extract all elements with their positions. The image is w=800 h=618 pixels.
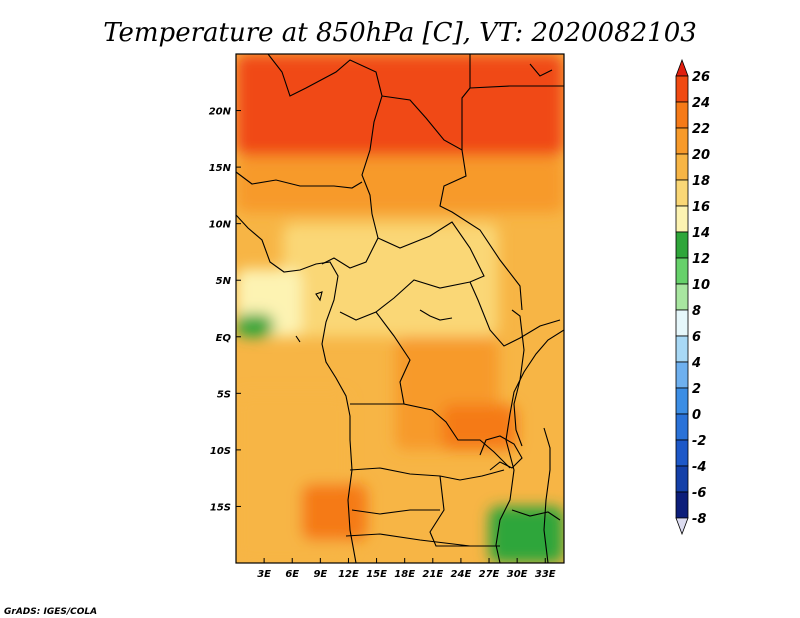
x-axis: 3E 6E 9E 12E 15E 18E 21E 24E 27E 30E 33E [257, 558, 556, 580]
chart-title: Temperature at 850hPa [C], VT: 202008210… [103, 18, 697, 48]
x-tick-label: 3E [257, 569, 271, 580]
colorbar-box [675, 491, 689, 519]
colorbar-label: 6 [692, 330, 701, 345]
colorbar-box [675, 283, 689, 311]
field-region-mozambique-cool [489, 506, 564, 563]
map-panel [236, 54, 564, 563]
x-tick-label: 33E [535, 569, 556, 580]
field-region-sahel [236, 155, 564, 213]
y-tick-label: 10S [210, 446, 231, 457]
colorbar-label: 8 [692, 304, 701, 319]
colorbar-box [675, 75, 689, 103]
colorbar-label: -2 [692, 434, 706, 449]
y-tick-label: 20N [209, 107, 232, 118]
y-tick-label: 15S [210, 502, 231, 513]
colorbar-label: 18 [692, 174, 710, 189]
colorbar-label: -4 [692, 460, 706, 475]
colorbar-box [675, 309, 689, 337]
x-tick-label: 27E [479, 569, 500, 580]
colorbar-bottom-arrow [675, 517, 689, 536]
colorbar-box [675, 153, 689, 181]
x-tick-label: 30E [507, 569, 528, 580]
colorbar-label: 2 [692, 382, 701, 397]
colorbar-label: 16 [692, 200, 710, 215]
colorbar-box [675, 179, 689, 207]
y-tick-label: EQ [216, 333, 232, 344]
y-tick-label: 10N [209, 220, 232, 231]
colorbar-label: 12 [692, 252, 710, 267]
colorbar-label: 0 [692, 408, 701, 423]
x-tick-label: 12E [338, 569, 359, 580]
colorbar-box [675, 127, 689, 155]
colorbar-box [675, 361, 689, 389]
x-tick-label: 6E [285, 569, 299, 580]
temperature-field [236, 54, 564, 563]
y-axis: 20N 15N 10N 5N EQ 5S 10S 15S [209, 107, 241, 513]
field-region-central-africa [282, 223, 499, 337]
colorbar-label: 4 [691, 356, 701, 371]
grads-credit: GrADS: IGES/COLA [4, 607, 97, 617]
colorbar-label: 24 [692, 96, 710, 111]
colorbar-box [675, 205, 689, 233]
field-region-sahara-north [236, 54, 564, 156]
colorbar-label: 22 [692, 122, 710, 137]
colorbar-label: -8 [692, 512, 706, 527]
coastlines [236, 54, 564, 563]
x-tick-label: 15E [366, 569, 387, 580]
colorbar-label: 26 [692, 70, 710, 85]
colorbar-label: 20 [692, 148, 710, 163]
colorbar-box [675, 101, 689, 129]
colorbar-box [675, 439, 689, 467]
colorbar-label: -6 [692, 486, 706, 501]
x-tick-label: 18E [394, 569, 415, 580]
colorbar-label: 10 [692, 278, 710, 293]
field-region-cool-patch-eq [236, 314, 274, 337]
colorbar-top-arrow [675, 58, 689, 77]
field-region-east-africa-hot [442, 404, 518, 450]
map-frame [235, 53, 565, 564]
x-tick-label: 24E [451, 569, 472, 580]
colorbar-label: 14 [692, 226, 710, 241]
x-tick-label: 21E [422, 569, 443, 580]
colorbar-box [675, 231, 689, 259]
colorbar-box [675, 387, 689, 415]
field-region-angola-hot [301, 483, 368, 541]
y-tick-label: 15N [209, 163, 232, 174]
y-tick-label: 5S [217, 389, 231, 400]
colorbar-box [675, 257, 689, 285]
y-tick-label: 5N [216, 276, 232, 287]
colorbar-box [675, 465, 689, 493]
colorbar-box [675, 335, 689, 363]
x-tick-label: 9E [313, 569, 327, 580]
colorbar-box [675, 413, 689, 441]
